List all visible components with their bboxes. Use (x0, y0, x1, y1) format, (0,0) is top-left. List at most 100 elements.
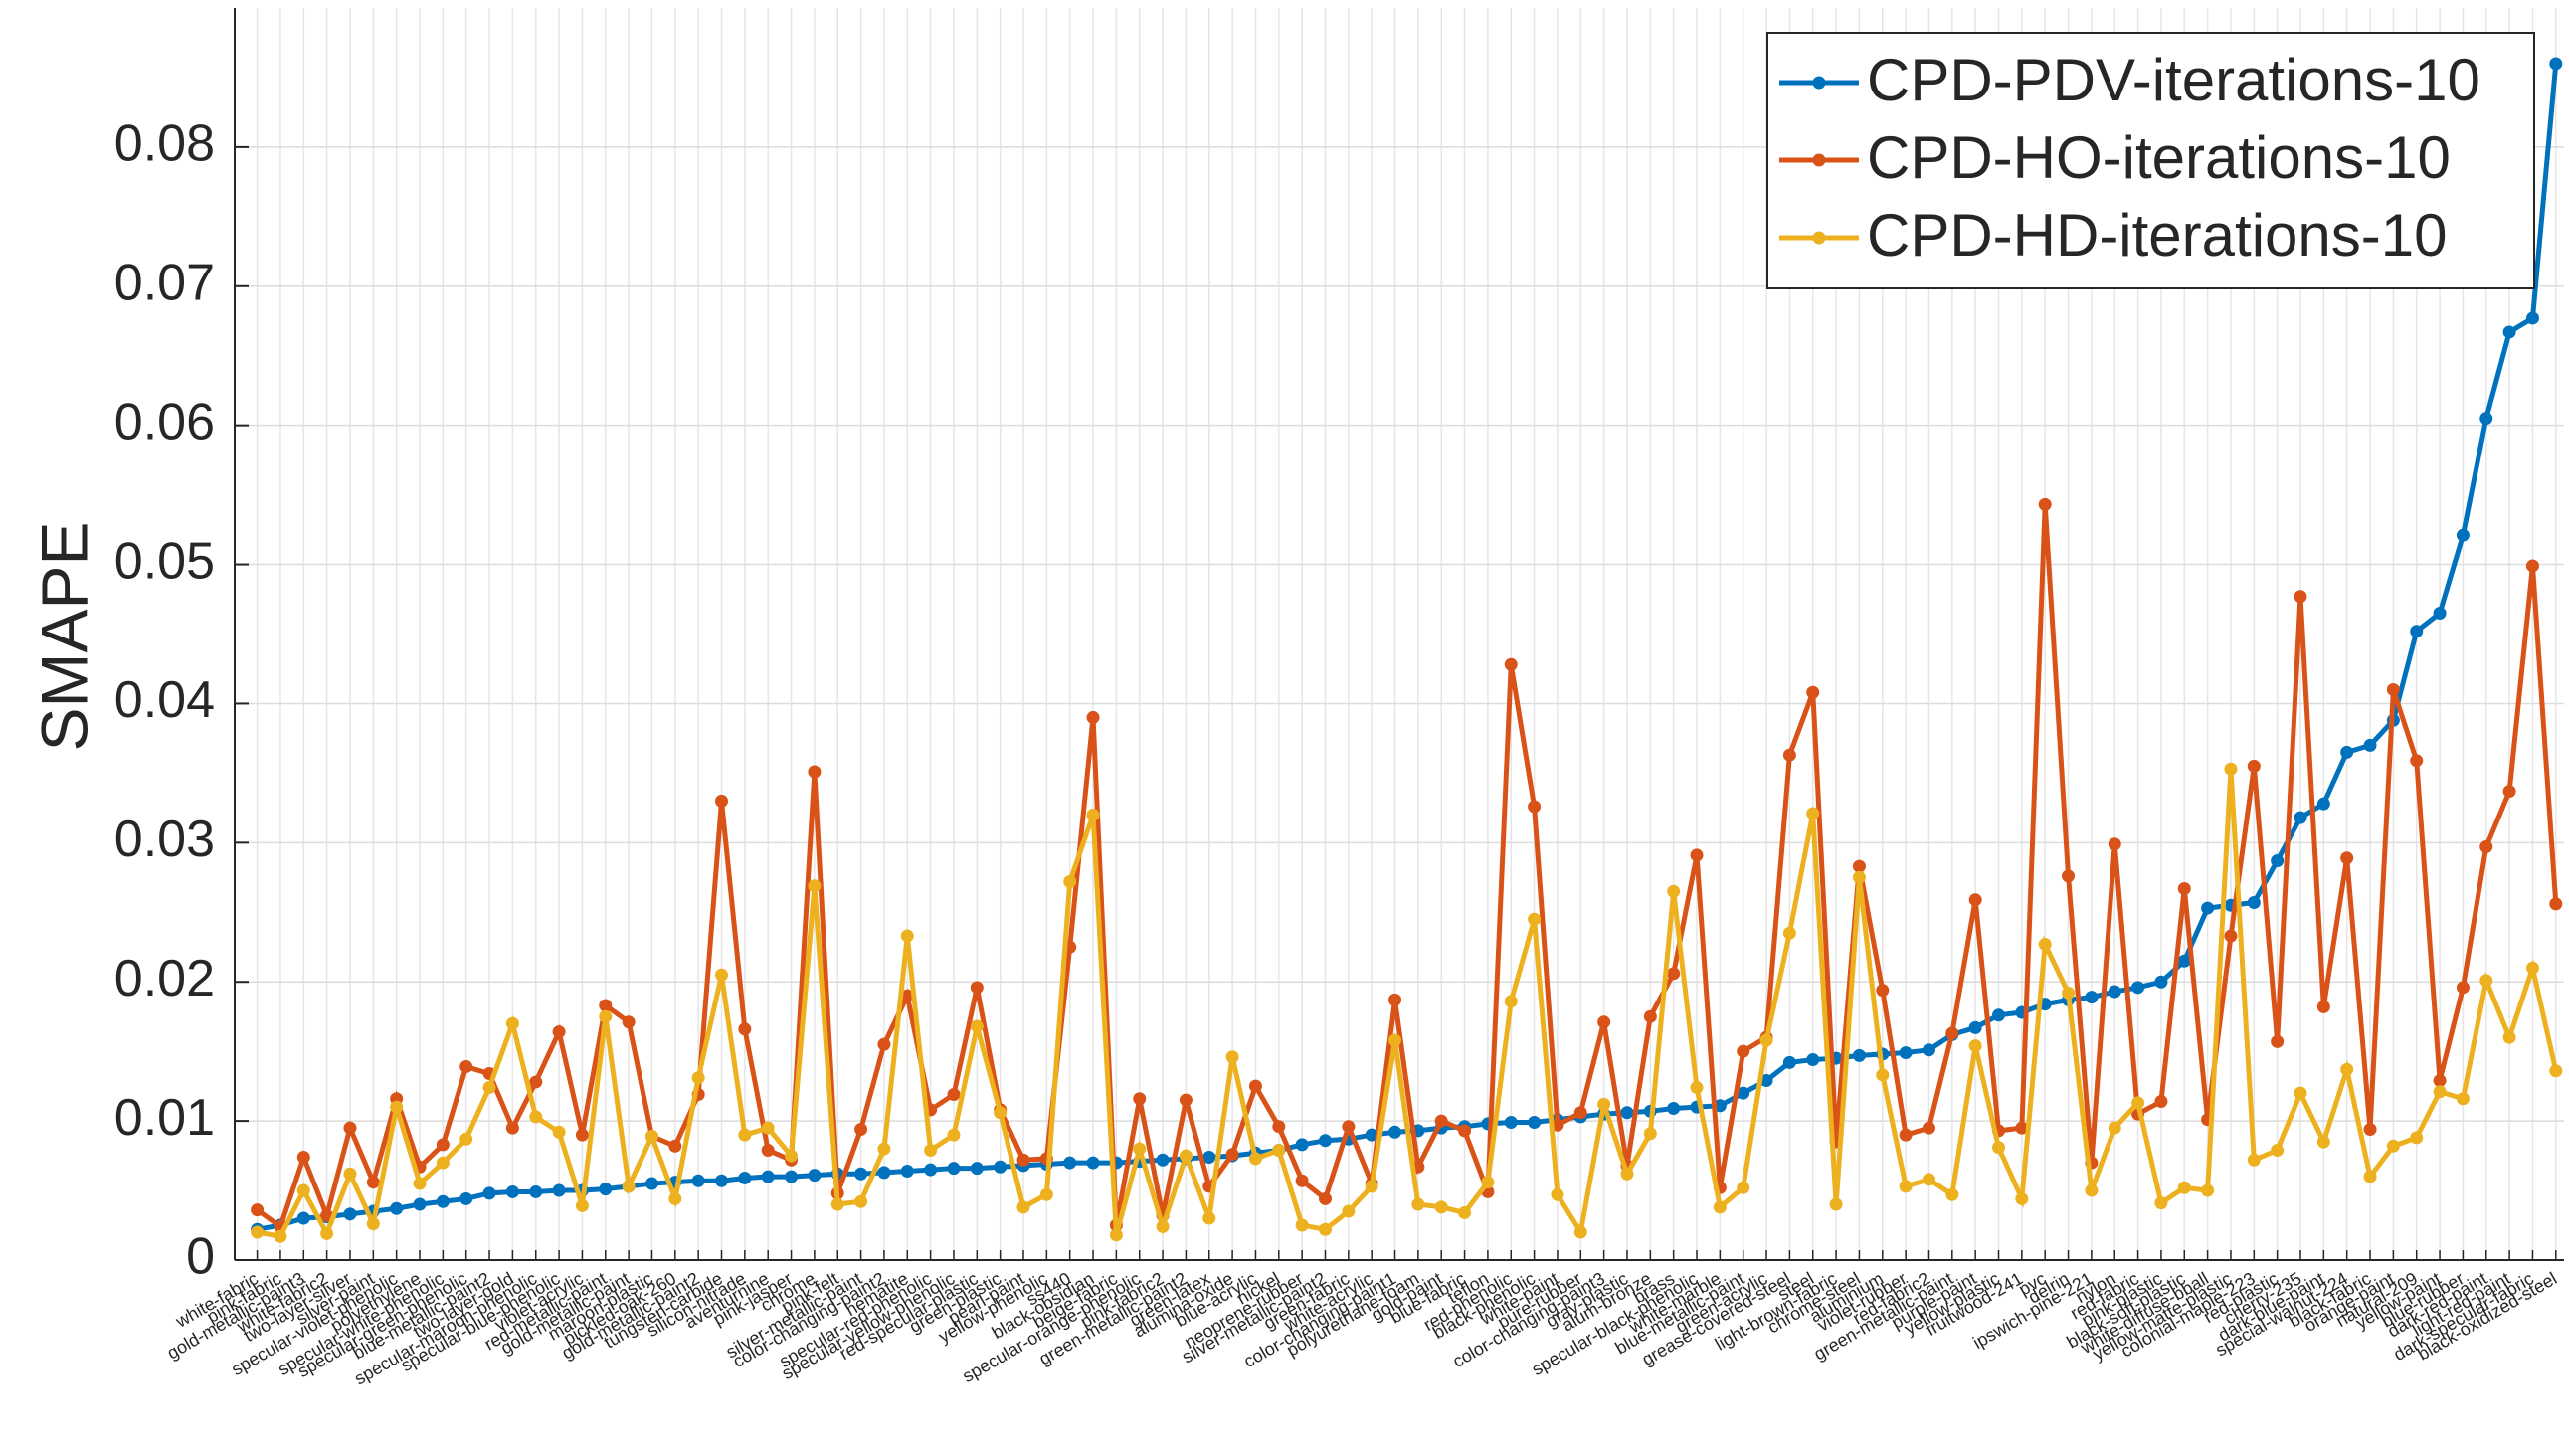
y-tick-label: 0.06 (114, 393, 215, 451)
data-point (1342, 1120, 1356, 1134)
legend-label: CPD-PDV-iterations-10 (1867, 47, 2480, 113)
data-point (1876, 984, 1890, 998)
data-point (1968, 1020, 1982, 1034)
data-point (1737, 1044, 1750, 1058)
data-point (691, 1071, 705, 1085)
y-axis-label: SMAPE (27, 521, 100, 751)
data-point (459, 1060, 473, 1074)
data-point (900, 1164, 914, 1178)
data-point (2479, 974, 2493, 988)
data-point (1737, 1086, 1750, 1100)
y-tick-label: 0.02 (114, 950, 215, 1007)
data-point (436, 1138, 450, 1152)
data-point (1133, 1092, 1147, 1106)
data-point (2062, 986, 2076, 1000)
data-point (2271, 1143, 2285, 1157)
data-point (390, 1100, 404, 1114)
data-point (1899, 1128, 1913, 1142)
y-tick-label: 0.08 (114, 115, 215, 173)
data-point (1690, 848, 1704, 862)
data-point (296, 1183, 310, 1197)
data-point (251, 1203, 265, 1217)
data-point (2154, 975, 2168, 989)
data-point (575, 1198, 589, 1212)
data-point (2085, 1183, 2099, 1197)
data-point (2201, 901, 2215, 915)
legend-label: CPD-HD-iterations-10 (1867, 202, 2447, 269)
data-point (877, 1166, 891, 1180)
data-point (320, 1226, 334, 1240)
data-point (2085, 991, 2099, 1004)
data-point (2316, 797, 2330, 811)
data-point (2410, 625, 2424, 638)
data-point (459, 1191, 473, 1205)
data-point (1109, 1228, 1123, 1242)
data-point (1318, 1191, 1332, 1205)
data-point (1133, 1142, 1147, 1156)
data-point (1782, 1055, 1796, 1069)
data-point (1411, 1197, 1425, 1211)
data-point (2294, 1086, 2307, 1100)
data-point (1318, 1222, 1332, 1236)
data-point (1876, 1068, 1890, 1082)
data-point (691, 1174, 705, 1187)
data-point (1272, 1143, 1286, 1157)
data-point (761, 1143, 775, 1157)
data-point (2316, 1000, 2330, 1013)
data-point (1643, 1009, 1657, 1023)
data-point (1992, 1008, 2006, 1022)
data-point (529, 1184, 543, 1198)
data-point (2177, 1181, 2191, 1194)
data-point (715, 1174, 729, 1187)
data-point (1434, 1200, 1448, 1214)
data-point (296, 1150, 310, 1164)
data-point (1806, 807, 1820, 820)
data-point (2224, 762, 2238, 776)
data-point (1295, 1174, 1309, 1187)
data-point (1086, 808, 1100, 821)
data-point (1481, 1176, 1495, 1189)
data-point (366, 1176, 380, 1189)
data-point (2247, 759, 2261, 773)
data-point (343, 1167, 357, 1181)
data-point (947, 1162, 961, 1176)
data-point (482, 1081, 496, 1095)
data-point (2433, 1085, 2447, 1099)
data-point (1063, 1156, 1077, 1170)
data-point (1225, 1050, 1239, 1064)
data-point (2294, 590, 2307, 604)
data-point (2363, 1123, 2377, 1137)
data-point (575, 1128, 589, 1142)
data-point (2433, 607, 2447, 621)
data-point (1156, 1153, 1170, 1167)
data-point (808, 765, 822, 779)
data-point (1086, 710, 1100, 724)
data-point (2410, 1131, 2424, 1145)
data-point (1667, 1102, 1681, 1116)
data-point (1504, 995, 1518, 1008)
data-point (644, 1129, 658, 1143)
data-point (2131, 1096, 2145, 1110)
data-point (2479, 840, 2493, 854)
data-point (1318, 1134, 1332, 1148)
data-point (1528, 912, 1542, 926)
data-point (2316, 1135, 2330, 1149)
data-point (1016, 1200, 1030, 1214)
data-point (715, 968, 729, 982)
data-point (1504, 1116, 1518, 1130)
data-point (2410, 754, 2424, 768)
data-point (738, 1022, 752, 1036)
data-point (1667, 967, 1681, 981)
data-point (1992, 1141, 2006, 1155)
data-point (1458, 1124, 1472, 1138)
data-point (854, 1167, 868, 1181)
y-tick-label: 0.03 (114, 811, 215, 868)
data-point (2456, 1092, 2470, 1106)
data-point (947, 1128, 961, 1142)
data-point (482, 1186, 496, 1200)
data-point (715, 794, 729, 808)
data-point (2456, 981, 2470, 995)
data-point (599, 1183, 613, 1196)
data-point (2386, 1139, 2400, 1153)
